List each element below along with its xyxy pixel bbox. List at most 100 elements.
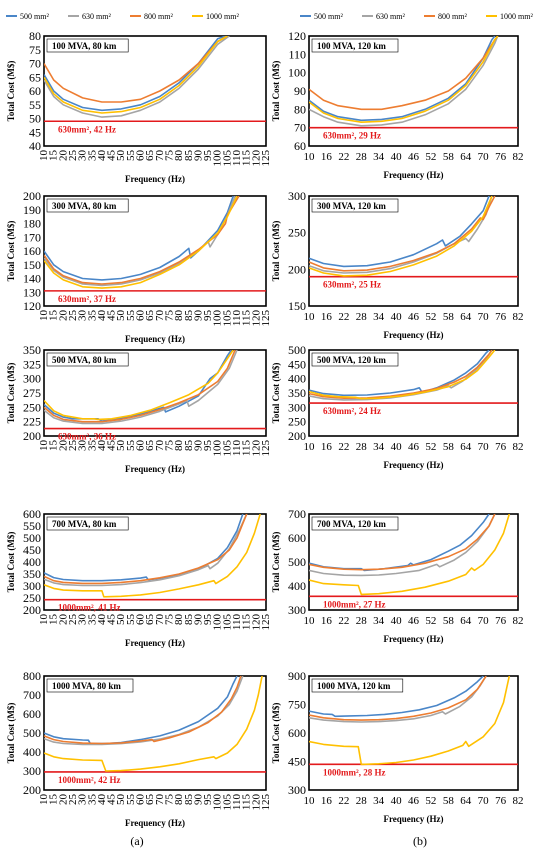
y-axis-label: Total Cost (M$) <box>271 703 281 764</box>
y-axis-label: Total Cost (M$) <box>271 532 281 593</box>
y-tick-label: 300 <box>23 372 41 386</box>
legend-item-500-mm: 500 mm² <box>300 12 343 21</box>
chart-300-mva-80-km: 1201301401501601701801902001015202530354… <box>6 189 272 344</box>
series-line-800-mm <box>44 514 248 585</box>
legend-item-800-mm: 800 mm² <box>424 12 467 21</box>
x-tick-label: 52 <box>425 795 436 807</box>
series-group <box>44 196 240 289</box>
x-tick-label: 10 <box>304 151 316 163</box>
series-group <box>309 36 499 127</box>
x-tick-label: 70 <box>478 311 490 323</box>
x-tick-label: 55 <box>125 440 137 452</box>
panel-title-box: 100 MVA, 120 km <box>311 38 399 53</box>
x-tick-label: 16 <box>321 151 333 163</box>
x-axis-label: Frequency (Hz) <box>125 464 185 474</box>
panel-title-frame <box>311 38 399 53</box>
x-axis-label: Frequency (Hz) <box>125 174 185 184</box>
x-tick-label: 70 <box>154 440 166 452</box>
x-tick-label: 100 <box>212 794 224 811</box>
series-line-1000-mm <box>44 514 261 598</box>
panel-title-frame <box>46 198 129 213</box>
x-tick-label: 90 <box>192 440 204 452</box>
legend-label: 500 mm² <box>314 12 343 21</box>
series-line-800-mm <box>309 36 499 111</box>
y-axis-label: Total Cost (M$) <box>271 363 281 424</box>
chart-700-mva-80-km: 2002503003504004505005506001015202530354… <box>6 507 272 648</box>
x-tick-label: 40 <box>96 440 108 452</box>
panel-title-box: 1000 MVA, 120 km <box>311 678 404 693</box>
x-tick-label: 52 <box>425 441 436 453</box>
y-tick-label: 500 <box>23 531 41 545</box>
y-tick-label: 700 <box>288 507 306 521</box>
x-tick-label: 85 <box>183 310 195 322</box>
x-tick-label: 90 <box>192 150 204 162</box>
y-tick-label: 250 <box>288 415 306 429</box>
series-line-1000-mm <box>309 350 496 400</box>
x-tick-label: 58 <box>443 615 455 627</box>
x-tick-label: 80 <box>173 440 185 452</box>
y-axis-label: Total Cost (M$) <box>271 221 281 282</box>
x-tick-label: 34 <box>373 441 385 453</box>
x-tick-label: 55 <box>125 614 137 626</box>
y-tick-label: 300 <box>23 764 41 778</box>
y-tick-label: 40 <box>29 139 41 153</box>
x-tick-label: 30 <box>77 794 89 806</box>
x-tick-label: 50 <box>115 150 127 162</box>
x-tick-label: 85 <box>183 794 195 806</box>
x-tick-label: 70 <box>154 310 166 322</box>
y-tick-label: 50 <box>29 112 41 126</box>
x-tick-label: 40 <box>391 615 403 627</box>
chart-500-mva-80-km: 2002252502753003253501015202530354045505… <box>6 343 272 474</box>
x-tick-label: 20 <box>57 150 69 162</box>
y-tick-label: 190 <box>23 203 41 217</box>
x-tick-label: 52 <box>425 615 436 627</box>
y-axis-label: Total Cost (M$) <box>6 703 16 764</box>
x-tick-label: 70 <box>478 151 490 163</box>
x-tick-label: 75 <box>163 310 175 322</box>
x-tick-label: 28 <box>356 795 368 807</box>
plot-frame <box>308 35 519 147</box>
series-line-500-mm <box>309 676 484 718</box>
x-tick-label: 85 <box>183 440 195 452</box>
x-tick-label: 60 <box>135 794 147 806</box>
series-line-500-mm <box>309 196 490 268</box>
y-tick-label: 60 <box>29 84 41 98</box>
x-tick-label: 20 <box>57 614 69 626</box>
x-tick-label: 95 <box>202 150 214 162</box>
x-tick-label: 70 <box>478 795 490 807</box>
panel-title-box: 500 MVA, 120 km <box>311 352 399 367</box>
x-tick-label: 80 <box>173 614 185 626</box>
x-tick-label: 70 <box>154 150 166 162</box>
series-group <box>309 196 496 277</box>
series-group <box>309 676 511 766</box>
x-tick-label: 50 <box>115 440 127 452</box>
panel-title-frame <box>311 678 404 693</box>
x-tick-label: 10 <box>38 310 50 322</box>
panel-title-box: 700 MVA, 80 km <box>46 516 129 531</box>
x-tick-label: 28 <box>356 615 368 627</box>
panel-title-box: 1000 MVA, 80 km <box>46 678 134 693</box>
x-tick-label: 15 <box>48 794 60 806</box>
panel-title-frame <box>46 516 129 531</box>
series-line-500-mm <box>44 350 232 422</box>
y-tick-label: 70 <box>294 121 306 135</box>
plot-frame <box>43 195 267 307</box>
x-tick-label: 10 <box>304 311 316 323</box>
x-tick-label: 25 <box>67 150 79 162</box>
y-tick-label: 900 <box>288 669 306 683</box>
x-tick-label: 22 <box>338 615 349 627</box>
y-tick-label: 300 <box>23 579 41 593</box>
x-tick-label: 28 <box>356 311 368 323</box>
series-group <box>309 514 511 596</box>
chart-100-mva-80-km: 4045505560657075801015202530354045505560… <box>6 29 272 184</box>
y-tick-label: 600 <box>23 707 41 721</box>
y-tick-label: 225 <box>23 415 41 429</box>
x-tick-label: 110 <box>231 150 243 167</box>
y-tick-label: 60 <box>294 139 306 153</box>
y-tick-label: 450 <box>288 357 306 371</box>
legend-label: 1000 mm² <box>500 12 533 21</box>
panel-title-box: 500 MVA, 80 km <box>46 352 129 367</box>
x-tick-label: 30 <box>77 440 89 452</box>
x-tick-label: 35 <box>86 794 98 806</box>
